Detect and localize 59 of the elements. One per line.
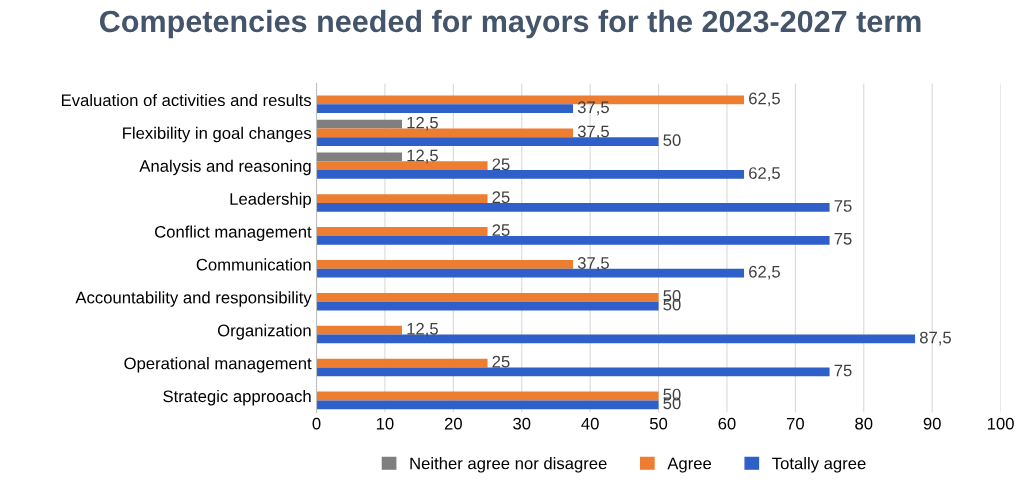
x-tick-label: 40 — [581, 417, 599, 430]
y-tick-label: Strategic approoach — [163, 389, 311, 406]
data-label: 75 — [834, 200, 852, 212]
bar — [316, 152, 403, 162]
y-tick-label: Analysis and reasoning — [139, 159, 311, 176]
bar — [316, 235, 830, 245]
bar — [316, 227, 488, 236]
data-label: 37,5 — [577, 257, 609, 271]
y-tick-label: Flexibility in goal changes — [123, 126, 312, 143]
data-label: 12,5 — [407, 322, 438, 337]
bar — [316, 170, 745, 179]
bar — [316, 367, 830, 377]
x-tick-label: 30 — [513, 417, 531, 430]
data-label: 75 — [834, 233, 852, 245]
data-label: 50 — [663, 134, 681, 147]
x-tick-label: 60 — [718, 417, 736, 430]
bar — [316, 260, 574, 269]
y-tick-label: Organization — [217, 324, 311, 340]
bar — [316, 400, 659, 410]
bar — [316, 358, 488, 368]
data-label: 25 — [492, 191, 510, 204]
bar — [316, 391, 659, 401]
x-tick-label: 100 — [987, 417, 1014, 430]
y-tick-label: Operational management — [124, 357, 312, 373]
data-label: 25 — [492, 158, 510, 171]
x-tick-label: 20 — [444, 417, 462, 430]
data-label: 37,5 — [577, 125, 609, 140]
x-tick-label: 70 — [786, 417, 804, 430]
legend-label: Neither agree nor disagree — [410, 457, 607, 473]
bar — [316, 292, 659, 302]
x-tick-label: 50 — [649, 417, 668, 430]
bar — [316, 325, 403, 335]
y-tick-label: Communication — [196, 258, 311, 271]
data-label: 87,5 — [919, 331, 951, 346]
bar — [316, 301, 659, 311]
y-tick-label: Conflict management — [155, 225, 312, 241]
data-label: 62,5 — [749, 92, 780, 107]
data-label: 37,5 — [577, 101, 609, 116]
legend-label: Agree — [667, 457, 712, 473]
chart-title: Competencies needed for mayors for the 2023-2027 term — [99, 9, 921, 39]
y-tick-label: Accountability and responsibility — [75, 291, 312, 307]
data-label: 62,5 — [749, 265, 780, 280]
x-tick-label: 90 — [923, 417, 941, 430]
y-tick-label: Evaluation of activities and results — [61, 93, 312, 107]
legend-label: Totally agree — [772, 457, 866, 473]
bar — [316, 203, 830, 212]
x-tick-label: 0 — [312, 417, 321, 430]
y-tick-label: Leadership — [230, 192, 311, 209]
bar — [316, 104, 574, 114]
data-label: 12,5 — [407, 149, 438, 164]
data-label: 25 — [492, 224, 510, 236]
data-label: 62,5 — [749, 167, 780, 181]
x-tick-label: 10 — [376, 417, 394, 430]
data-label: 12,5 — [407, 116, 438, 131]
bar — [316, 194, 488, 203]
x-tick-label: 80 — [855, 417, 873, 430]
bar — [316, 119, 403, 129]
data-label: 25 — [492, 355, 510, 368]
data-label: 75 — [834, 364, 852, 377]
